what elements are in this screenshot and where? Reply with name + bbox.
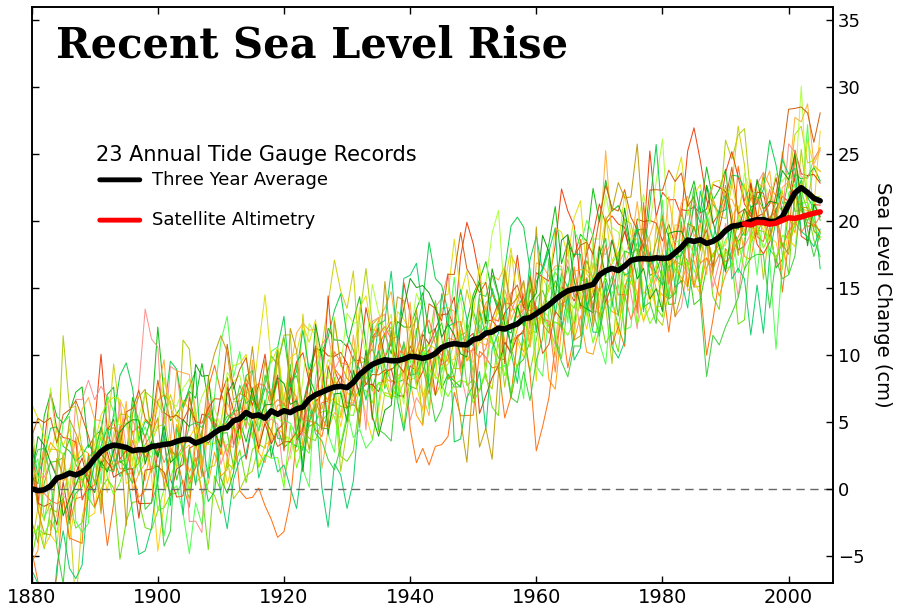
Text: 23 Annual Tide Gauge Records: 23 Annual Tide Gauge Records (95, 146, 416, 165)
Y-axis label: Sea Level Change (cm): Sea Level Change (cm) (873, 182, 892, 408)
Text: Recent Sea Level Rise: Recent Sea Level Rise (56, 24, 568, 66)
Text: Three Year Average: Three Year Average (152, 171, 328, 189)
Text: Satellite Altimetry: Satellite Altimetry (152, 211, 315, 229)
